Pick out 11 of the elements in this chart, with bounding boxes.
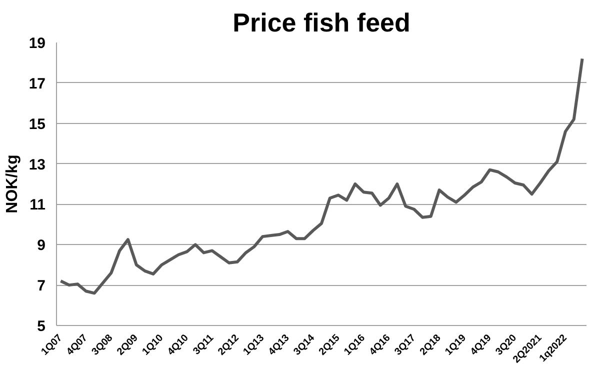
y-tick-label: 11 xyxy=(30,196,46,214)
y-tick-label: 15 xyxy=(28,116,46,133)
y-tick-label: 7 xyxy=(37,278,46,295)
y-tick-label: 19 xyxy=(28,35,46,52)
y-tick-label: 5 xyxy=(37,318,46,335)
y-tick-label: 13 xyxy=(28,156,46,174)
y-tick-label: 9 xyxy=(37,237,46,254)
line-series xyxy=(59,57,584,295)
y-tick-label: 17 xyxy=(28,75,46,92)
y-axis-title: NOK/kg xyxy=(4,154,21,214)
chart-title: Price fish feed xyxy=(232,8,410,38)
